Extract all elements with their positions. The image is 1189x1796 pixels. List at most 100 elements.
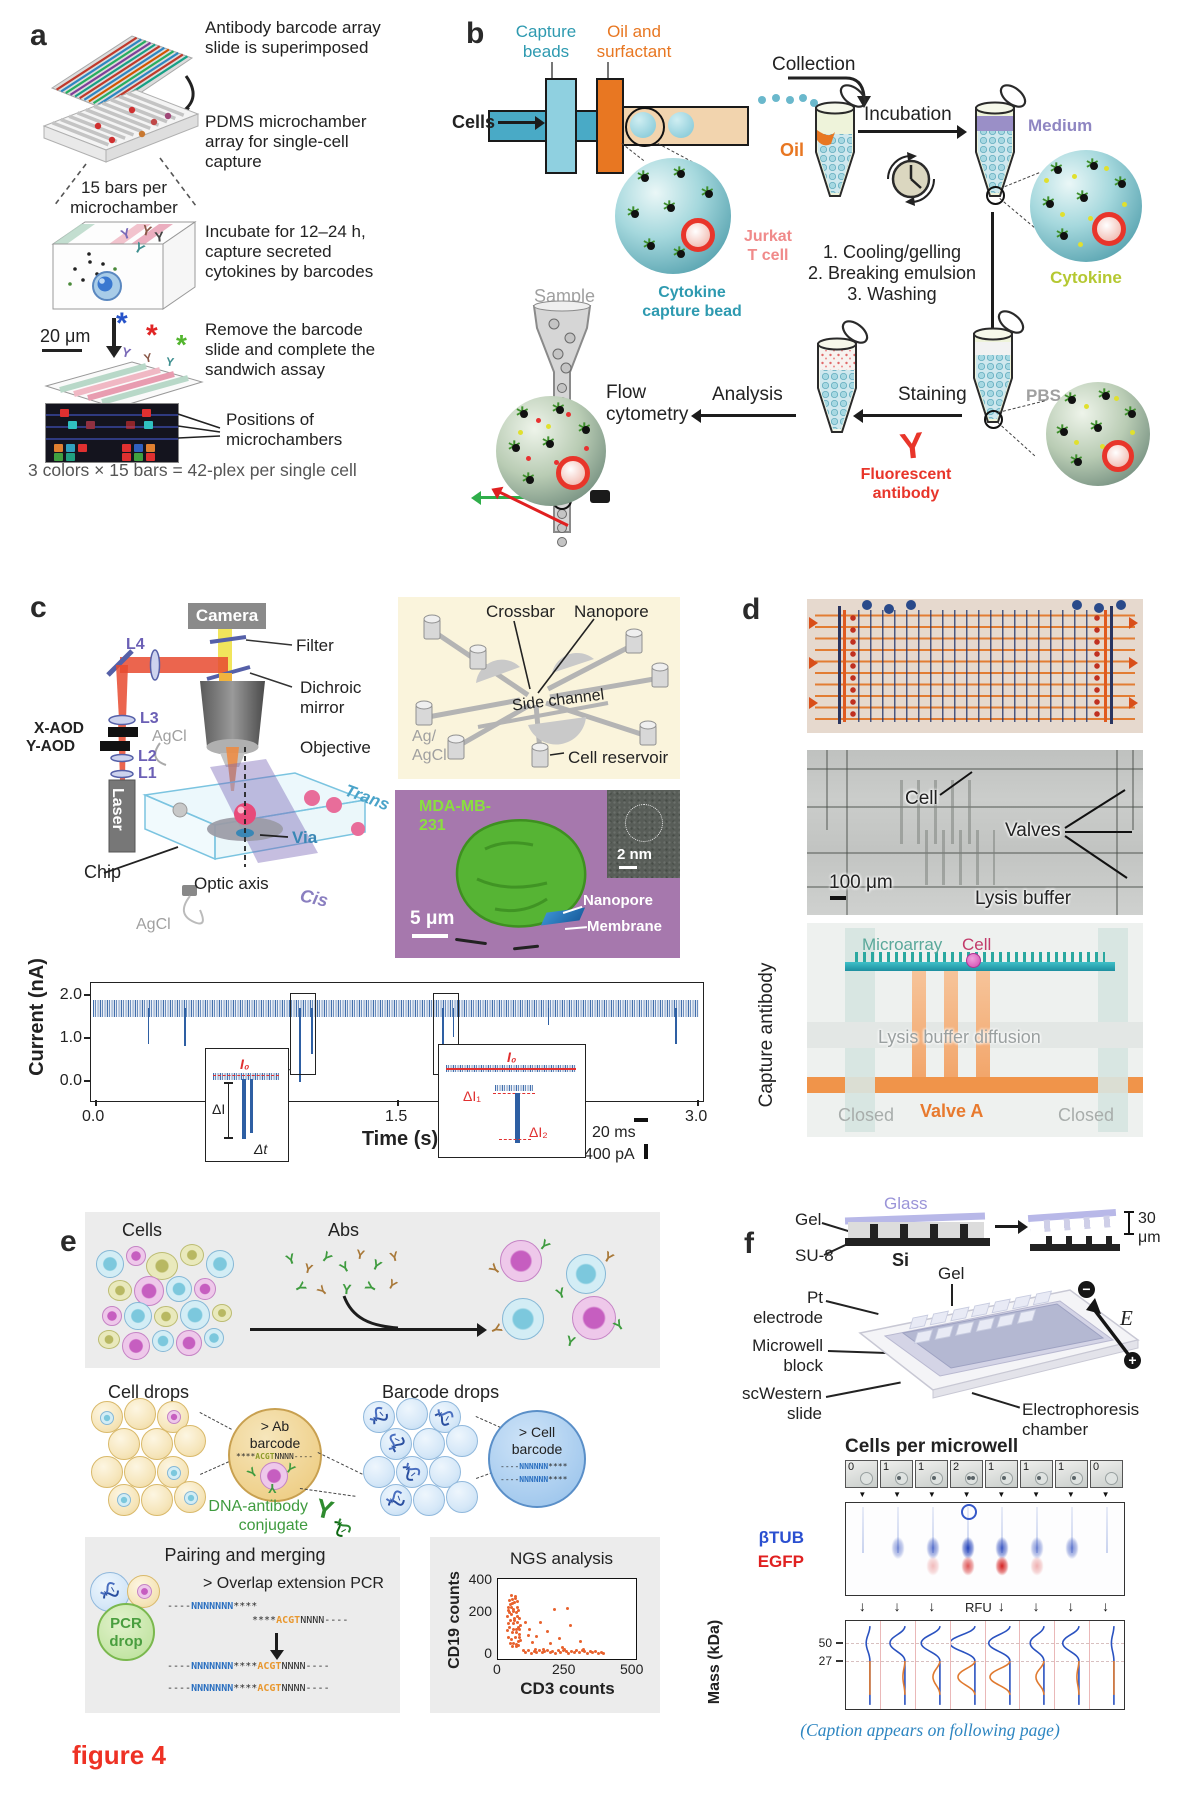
scatter-point (515, 1631, 519, 1635)
barcode-drop (446, 1481, 478, 1513)
microarray-label: Microarray (862, 935, 943, 954)
scatter-point (510, 1613, 514, 1617)
cell-icon (194, 1278, 216, 1300)
nanopore-circle (625, 804, 663, 842)
scatter-point (582, 1647, 586, 1651)
cell-drop (108, 1484, 140, 1516)
pointer-lines (178, 413, 221, 439)
panel-c-label: c (30, 591, 47, 624)
barcode-drop (380, 1484, 412, 1516)
dt-annotation: Δt (254, 1141, 268, 1157)
down-arrow-icon: ↓ (1067, 1598, 1075, 1614)
abs-title: Abs (328, 1220, 360, 1240)
superimpose-arrow (181, 75, 195, 114)
capture-bead-icon (1050, 158, 1066, 186)
staining-label: Staining (898, 384, 967, 405)
label-stem (551, 62, 553, 78)
cell-icon (212, 1304, 232, 1322)
stained-droplet-sphere (496, 396, 606, 506)
glass-label: Glass (884, 1194, 928, 1213)
mass-50-tick: 50 (818, 1636, 832, 1650)
scatter-point (518, 1632, 522, 1636)
microwell-arrow-row: ▼ ▼ ▼ ▼ ▼ ▼ ▼ ▼ (845, 1491, 1123, 1499)
valve-a-label: Valve A (920, 1101, 984, 1121)
scatter-point (509, 1618, 513, 1622)
scwestern-label: scWestern slide (742, 1384, 822, 1424)
washed-droplet-sphere (1046, 382, 1150, 486)
cells-arrow (498, 115, 545, 130)
analysis-label: Analysis (712, 384, 783, 405)
scatter-point (516, 1599, 520, 1603)
figure-label: figure 4 (72, 1740, 166, 1770)
scatter-point (564, 1650, 568, 1654)
cytokine-dot (1072, 174, 1077, 179)
blot-lane (1089, 1503, 1124, 1595)
scatter-point (556, 1649, 560, 1653)
um30-label: 30 μm (1138, 1210, 1161, 1246)
barcode-drop (413, 1428, 445, 1460)
cell-photo-label: Cell (905, 788, 938, 809)
scatter-point (508, 1599, 512, 1602)
crossbar-device-box (398, 597, 680, 779)
antibody-band (819, 350, 855, 370)
labeled-cell (566, 1254, 606, 1294)
scatter-point (516, 1625, 520, 1629)
btub-band (889, 1533, 908, 1563)
lane-streak (1001, 1507, 1004, 1553)
scatter-point (540, 1651, 544, 1655)
cytokine-label: Cytokine (1050, 268, 1122, 287)
scatter-point (596, 1651, 600, 1655)
su8-posts (848, 1224, 984, 1238)
blot-lane (916, 1503, 951, 1595)
cytokine-dot (1122, 202, 1127, 207)
cell-icon (108, 1280, 132, 1301)
pbs-label: PBS (1026, 386, 1061, 405)
microwell-count: 1 (1058, 1461, 1065, 1473)
capture-bead-icon (516, 402, 532, 430)
si-base (845, 1238, 990, 1246)
optic-axis-label: Optic axis (194, 874, 269, 893)
scatter-point (551, 1649, 555, 1653)
scatter-point (507, 1611, 511, 1615)
panel-a-text2: PDMS microchamber array for single-cell … (205, 112, 367, 172)
lens-L1 (110, 769, 134, 779)
agcl-pellet (182, 885, 197, 896)
lane-streak (862, 1507, 865, 1553)
capture-bead-icon (1076, 186, 1092, 214)
medium-band (977, 116, 1013, 131)
pink-cell (326, 797, 342, 813)
egfp-band (993, 1553, 1012, 1579)
microwell-count: 1 (883, 1461, 890, 1473)
flow-arrow-icon (1129, 617, 1144, 629)
lane-streak (1105, 1507, 1108, 1553)
clock-icon (887, 152, 935, 206)
incubation-label: Incubation (864, 104, 952, 125)
l4-label: L4 (126, 636, 145, 653)
cell-icon (154, 1306, 178, 1327)
scatter-point (539, 1620, 543, 1624)
reservoir-cylinders (415, 614, 669, 768)
cell-icon (180, 1244, 204, 1266)
si-base-released (1030, 1244, 1120, 1251)
down-arrow-icon: ↓ (858, 1598, 866, 1614)
scatter-point (545, 1629, 549, 1633)
nanopore2-label: Nanopore (583, 892, 654, 909)
cell-icon (102, 1306, 122, 1326)
cytokine-dot (1130, 430, 1135, 435)
pin (906, 600, 916, 610)
panel-a-formula: 3 colors × 15 bars = 42-plex per single … (28, 460, 357, 480)
down-arrow-icon: ↓ (997, 1598, 1005, 1614)
scatter-point (552, 1608, 556, 1611)
cell-barcode-droplet: > Cell barcode ----NNNNNN**** ----NNNNNN… (488, 1410, 586, 1508)
panel-a-text6: Positions of microchambers (226, 410, 343, 450)
camera-box (188, 603, 266, 629)
pin (1116, 600, 1126, 610)
ngs-scatter-plot (497, 1578, 637, 1660)
barcode-slide-art (42, 35, 200, 207)
scatter-point (508, 1626, 512, 1629)
microwell-count: 0 (848, 1461, 855, 1473)
microwell-image: 2 (950, 1460, 983, 1488)
y-aod-box (100, 741, 130, 751)
scatter-point (509, 1605, 513, 1609)
